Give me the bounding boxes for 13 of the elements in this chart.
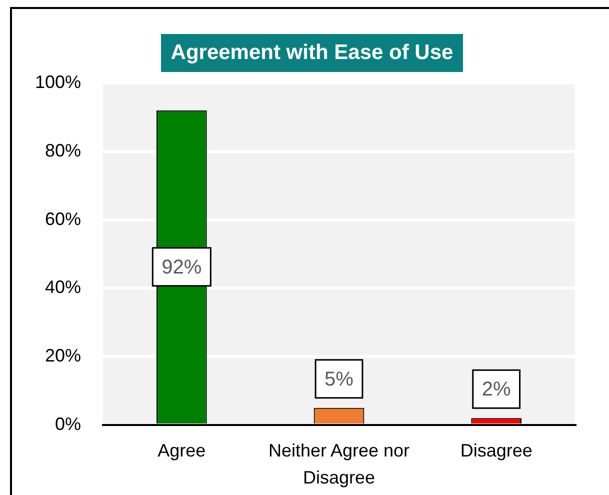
y-tick-label: 40% <box>44 277 81 298</box>
x-tick-label: Agree <box>158 440 206 460</box>
data-label: 92% <box>162 256 202 278</box>
x-tick-label: Disagree <box>460 440 532 460</box>
chart-title: Agreement with Ease of Use <box>160 34 464 72</box>
y-tick-label: 60% <box>44 208 81 229</box>
y-tick-label: 100% <box>34 72 81 92</box>
y-tick-label: 0% <box>54 414 81 434</box>
x-tick-label: Neither Agree nor Disagree <box>268 440 410 488</box>
y-tick-label: 20% <box>44 346 81 366</box>
y-tick-label: 80% <box>44 140 81 160</box>
data-label: 2% <box>482 378 512 401</box>
data-label: 5% <box>324 368 354 390</box>
